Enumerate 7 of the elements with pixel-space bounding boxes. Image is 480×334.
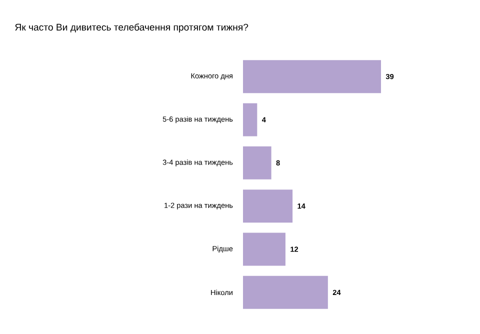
bar (243, 103, 258, 136)
text: Як часто Ви дивитесь телебачення протягом тижня? (15, 23, 248, 32)
bar (243, 190, 293, 223)
bar (243, 60, 381, 94)
bar (243, 276, 328, 309)
bar (243, 146, 272, 180)
bar (243, 232, 286, 266)
